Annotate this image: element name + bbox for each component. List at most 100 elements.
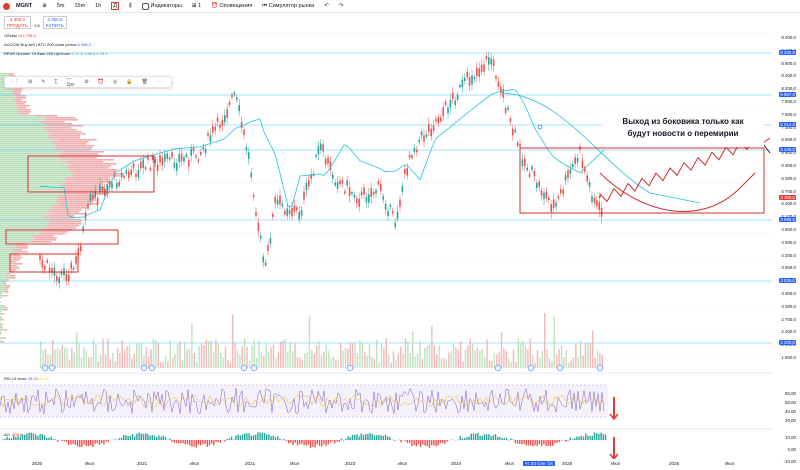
ao-bar (211, 440, 213, 444)
volume-profile-bar (0, 129, 47, 131)
ao-bar (512, 439, 514, 440)
ao-bar (173, 440, 175, 443)
drag-handle-icon[interactable]: ⋮⋮ (9, 79, 19, 85)
ao-bar (428, 440, 431, 448)
candle-body (598, 202, 600, 211)
volume-legend[interactable]: Объём 143,758 K (4, 33, 37, 38)
candle-body (384, 203, 387, 210)
ao-bar (466, 437, 468, 440)
candle-body (411, 155, 413, 159)
ao-bar (288, 440, 290, 444)
replay-button[interactable]: ⏮ Симулятор рынка (262, 2, 315, 10)
volume-bar (294, 342, 296, 368)
price-axis[interactable]: 9 400,09 100,08 800,08 400,08 200,07 900… (772, 13, 800, 470)
interval-5m[interactable]: 5m (56, 3, 65, 9)
candle-body (96, 197, 99, 206)
candle-body (586, 175, 588, 182)
ao-bar (316, 440, 318, 445)
candle-body (51, 268, 53, 274)
ao-bar (578, 436, 580, 440)
interval-day[interactable]: Д (111, 2, 120, 10)
ao-bar (600, 432, 602, 440)
volume-bar (116, 347, 119, 368)
lock-icon[interactable]: 🔒 (126, 79, 133, 85)
candle-body (212, 125, 214, 133)
chart-area[interactable]: 4 350,0 ПРОДАТЬ 0,5 4 350,0 КУПИТЬ Объём 1… (0, 13, 800, 470)
volume-profile-bar (0, 203, 59, 205)
ao-bar (120, 437, 123, 440)
volume-bar (534, 362, 536, 368)
indicators-button[interactable]: Индикаторы (141, 2, 182, 10)
time-tick-label: Июл (505, 461, 515, 466)
volume-bar (316, 345, 318, 368)
price-tick-label: 7 900,0 (781, 99, 796, 104)
text-icon[interactable]: T̲ (54, 79, 58, 85)
volume-profile-bar (0, 125, 50, 127)
time-tick-label: 2023 (345, 461, 356, 466)
candle-body (192, 147, 195, 151)
highlight-rectangle (519, 147, 765, 214)
template-icon[interactable]: ⊞ (28, 79, 33, 85)
ao-bar (35, 434, 37, 440)
volume-bar (150, 349, 152, 368)
volume-bar (383, 347, 385, 368)
ao-bar (13, 435, 15, 440)
visibility-icon[interactable]: ◎ (113, 79, 118, 85)
rsi-legend[interactable]: RSI 14 close 38,03 41,47 (4, 376, 49, 381)
volume-profile-bar (52, 213, 87, 215)
ao-bar (118, 438, 120, 440)
alert-icon[interactable]: ⏰ (97, 79, 105, 85)
volume-bar (205, 339, 207, 368)
ao-bar (197, 440, 200, 445)
chart-annotation[interactable]: Выход из боковика только как будут новос… (602, 113, 764, 147)
indicator-legend-1[interactable]: AUGOW Buy sell | BTC 200 close period 6 … (4, 42, 91, 47)
candle-body (569, 169, 572, 174)
volume-bar (558, 349, 560, 368)
volume-bar (49, 354, 51, 368)
templates-button[interactable]: ⊞ 1 (191, 3, 202, 9)
volume-profile-bar (0, 283, 4, 285)
buy-button[interactable]: 4 350,0 КУПИТЬ (43, 16, 67, 29)
more-icon[interactable]: ⋯ (157, 79, 162, 85)
alerts-button[interactable]: ⏰ Оповещения (211, 3, 253, 9)
volume-profile-bar (0, 291, 6, 293)
volume-bar (455, 347, 457, 368)
volume-bar (229, 362, 231, 368)
price-chart[interactable] (0, 13, 772, 459)
line-style-icon[interactable]: — 1px (66, 76, 75, 88)
candle-body (60, 272, 63, 275)
time-tick-label: Июл (190, 461, 200, 466)
ao-legend[interactable]: AO -605,6 (4, 432, 23, 437)
settings-icon[interactable]: ⚙ (84, 79, 89, 85)
ao-bar (213, 440, 215, 446)
volume-bar (85, 350, 87, 368)
volume-bar (349, 342, 351, 368)
trash-icon[interactable]: 🗑 (141, 79, 148, 85)
ao-bar (345, 438, 347, 440)
interval-15m[interactable]: 15m (74, 3, 86, 9)
volume-profile-bar (48, 135, 81, 137)
interval-1h[interactable]: 1h (95, 3, 102, 9)
volume-profile-bar (2, 305, 5, 307)
symbol-search[interactable]: MGNT (3, 2, 32, 10)
indicator-legend-2[interactable]: RRVR Number Of Bars 250 Up/Down 2,17 К 1… (4, 51, 108, 56)
ao-bar (46, 437, 48, 440)
volume-bar (515, 361, 517, 368)
volume-bar (467, 345, 469, 368)
volume-bar (169, 340, 171, 368)
add-symbol-button[interactable]: ⊕ (42, 3, 47, 9)
sell-button[interactable]: 4 350,0 ПРОДАТЬ (4, 16, 31, 29)
pencil-icon[interactable]: ✎ (41, 79, 46, 85)
ao-bar (569, 437, 571, 440)
volume-profile-bar (1, 293, 3, 295)
candle-body (581, 160, 584, 168)
candle-body (380, 184, 382, 192)
undo-button[interactable]: ↶ (324, 3, 329, 9)
redo-button[interactable]: ↷ (339, 3, 344, 9)
volume-profile-bar (0, 201, 56, 203)
chart-type-button[interactable]: ⫼ (129, 3, 132, 10)
volume-bar (332, 356, 335, 368)
candle-body (99, 184, 101, 192)
ao-bar (114, 439, 116, 440)
time-axis[interactable]: 2020 Июл 2021 Июл 2021 Июл 2023 Июл 2024 Июл 2025 И… (0, 459, 772, 470)
